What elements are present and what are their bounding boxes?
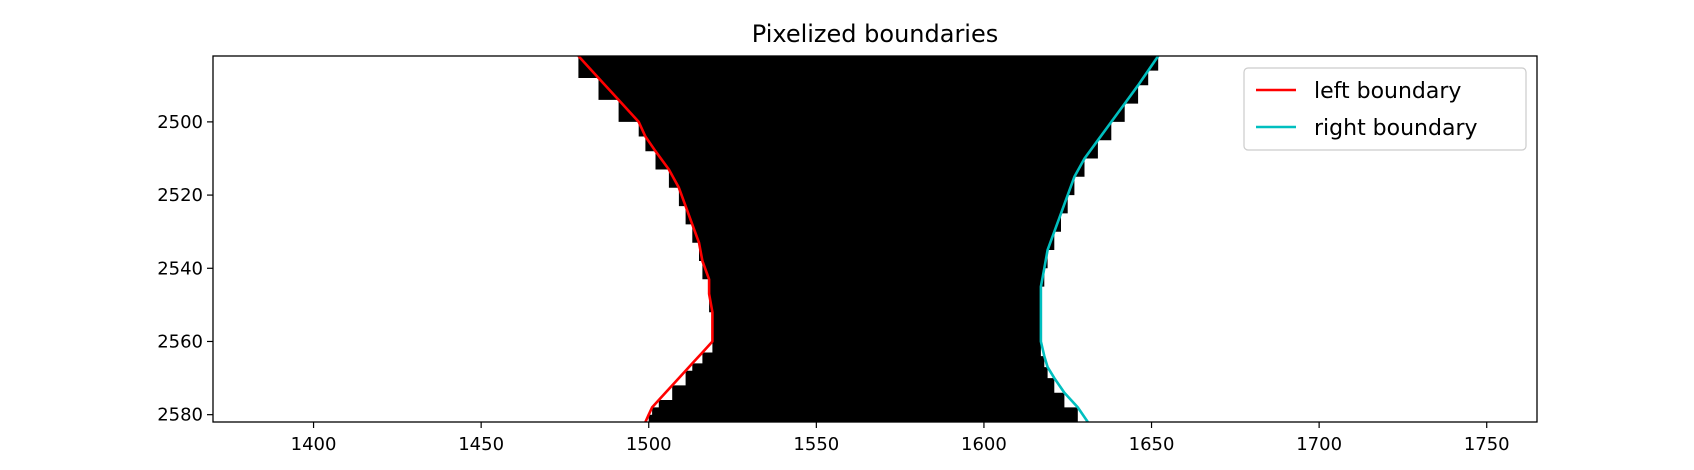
right-boundary-line — [1039, 56, 1160, 422]
legend-box — [1243, 67, 1527, 151]
x-tick-label: 1700 — [1296, 434, 1342, 455]
legend-label: right boundary — [1314, 116, 1478, 141]
plot-frame — [212, 55, 1538, 423]
y-tick-label: 2540 — [157, 258, 203, 279]
y-tick-label: 2580 — [157, 405, 203, 426]
chart-title: Pixelized boundaries — [752, 20, 999, 48]
y-tick-label: 2520 — [157, 185, 203, 206]
x-tick-label: 1400 — [291, 434, 337, 455]
x-tick-label: 1750 — [1464, 434, 1510, 455]
object-region — [578, 56, 1159, 422]
x-axis: 1400 1450 1500 1550 1600 1650 1700 1750 — [291, 422, 1510, 455]
left-boundary-line — [577, 56, 714, 422]
x-tick-label: 1650 — [1129, 434, 1175, 455]
legend-label: left boundary — [1314, 79, 1461, 104]
x-tick-label: 1450 — [458, 434, 504, 455]
y-tick-label: 2560 — [157, 331, 203, 352]
x-tick-label: 1500 — [626, 434, 672, 455]
plot-area — [212, 55, 1538, 423]
x-tick-label: 1600 — [961, 434, 1007, 455]
y-tick-label: 2500 — [157, 112, 203, 133]
y-axis: 2500 2520 2540 2560 2580 — [157, 112, 213, 426]
legend: left boundary right boundary — [1243, 67, 1527, 151]
x-tick-label: 1550 — [793, 434, 839, 455]
